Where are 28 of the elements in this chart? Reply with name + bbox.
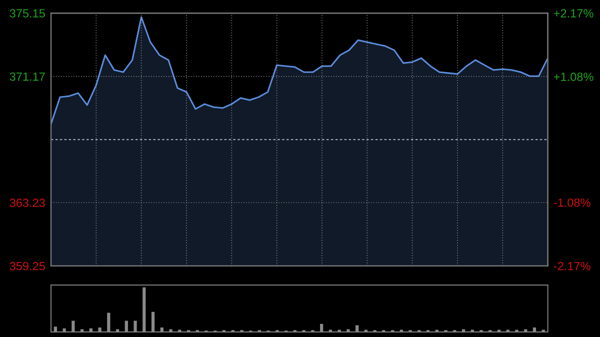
y-tick-label: 371.17 bbox=[10, 72, 45, 81]
bar bbox=[151, 312, 155, 332]
bar bbox=[532, 327, 536, 332]
bar bbox=[160, 327, 164, 332]
bar bbox=[72, 320, 75, 332]
bar bbox=[107, 312, 110, 332]
bar bbox=[524, 329, 528, 332]
bar bbox=[98, 327, 102, 332]
y-tick-label: 359.25 bbox=[10, 262, 45, 270]
bar bbox=[80, 329, 84, 332]
bar bbox=[134, 320, 137, 332]
y2-tick-label: -1.08% bbox=[554, 198, 590, 207]
bar bbox=[54, 326, 57, 332]
bar bbox=[356, 325, 359, 332]
bar bbox=[346, 329, 350, 332]
y-tick-label: 363.23 bbox=[10, 198, 45, 208]
bar bbox=[124, 320, 128, 332]
bar bbox=[169, 329, 172, 332]
y2-tick-label: +1.08% bbox=[554, 72, 594, 82]
bar bbox=[116, 329, 120, 332]
y-tick-label: 375.15 bbox=[10, 9, 45, 18]
bar bbox=[462, 329, 466, 332]
bar bbox=[62, 328, 66, 332]
y2-tick-label: +2.17% bbox=[554, 9, 594, 18]
bar bbox=[89, 328, 92, 332]
bar bbox=[142, 287, 146, 332]
y2-tick-label: -2.17% bbox=[554, 262, 590, 270]
bar bbox=[320, 324, 324, 332]
